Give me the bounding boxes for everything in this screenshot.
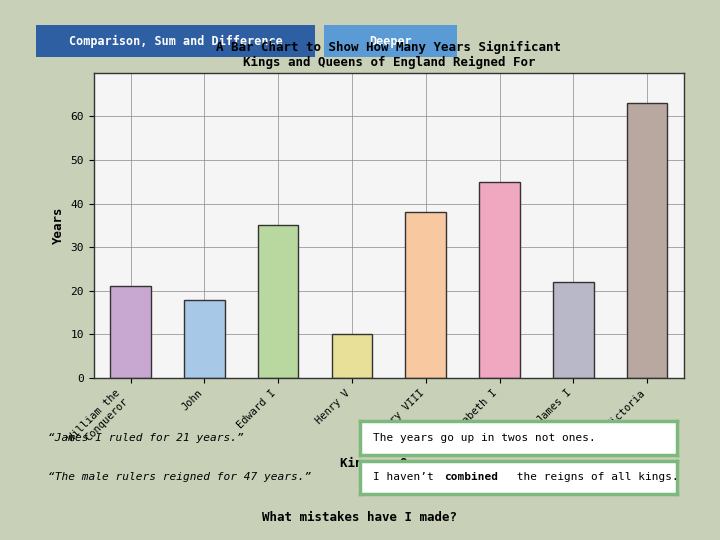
FancyBboxPatch shape bbox=[36, 25, 315, 57]
Bar bbox=[258, 226, 298, 378]
Text: Comparison, Sum and Difference: Comparison, Sum and Difference bbox=[68, 35, 282, 48]
X-axis label: King or Queen: King or Queen bbox=[340, 457, 438, 470]
Text: What mistakes have I made?: What mistakes have I made? bbox=[263, 511, 457, 524]
Bar bbox=[184, 300, 225, 378]
Text: combined: combined bbox=[444, 472, 498, 482]
Text: “James I ruled for 21 years.”: “James I ruled for 21 years.” bbox=[48, 433, 244, 443]
Y-axis label: Years: Years bbox=[52, 207, 65, 244]
Text: The years go up in twos not ones.: The years go up in twos not ones. bbox=[373, 433, 595, 443]
Bar bbox=[405, 212, 446, 378]
Bar bbox=[110, 286, 150, 378]
Title: A Bar Chart to Show How Many Years Significant
Kings and Queens of England Reign: A Bar Chart to Show How Many Years Signi… bbox=[216, 41, 562, 69]
Text: Deeper: Deeper bbox=[369, 35, 412, 48]
Text: I haven’t: I haven’t bbox=[373, 472, 440, 482]
FancyBboxPatch shape bbox=[324, 25, 457, 57]
Text: “The male rulers reigned for 47 years.”: “The male rulers reigned for 47 years.” bbox=[48, 472, 312, 482]
Bar bbox=[332, 334, 372, 378]
Bar bbox=[627, 104, 667, 378]
Bar bbox=[553, 282, 593, 378]
Text: the reigns of all kings.: the reigns of all kings. bbox=[510, 472, 679, 482]
Bar bbox=[480, 182, 520, 378]
